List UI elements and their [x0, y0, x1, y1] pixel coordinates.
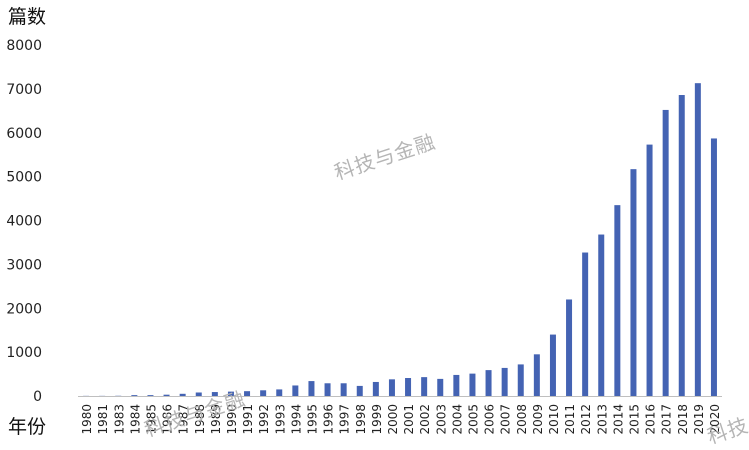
bar-1993 — [276, 389, 283, 396]
x-tick-label: 1986 — [161, 404, 175, 435]
bar-2016 — [646, 144, 653, 396]
bar-1995 — [308, 381, 315, 396]
bar-2000 — [388, 379, 395, 396]
x-tick-label: 2019 — [692, 404, 706, 435]
bar-1997 — [340, 383, 347, 396]
x-tick-label: 2012 — [579, 404, 593, 435]
y-axis-title: 篇数 — [8, 6, 47, 28]
x-tick-label: 2011 — [563, 404, 577, 435]
x-tick-label: 1997 — [338, 404, 352, 435]
bar-2006 — [485, 370, 492, 396]
x-tick-label: 2016 — [644, 404, 658, 435]
bar-2011 — [566, 299, 573, 396]
bar-2019 — [694, 83, 701, 396]
x-tick-label: 1983 — [112, 404, 126, 435]
bar-1998 — [356, 385, 363, 396]
y-tick-label: 4000 — [6, 214, 42, 230]
bar-1999 — [372, 381, 379, 396]
x-tick-label: 2010 — [547, 404, 561, 435]
x-tick-label: 2017 — [660, 404, 674, 435]
x-tick-label: 2007 — [499, 404, 513, 435]
x-tick-label: 2014 — [611, 404, 625, 435]
bar-2020 — [710, 138, 717, 397]
x-tick-label: 1996 — [322, 404, 336, 435]
x-tick-label: 1990 — [225, 404, 239, 435]
x-tick-label: 2000 — [386, 404, 400, 435]
x-tick-label: 1984 — [128, 404, 142, 435]
x-tick-label: 1991 — [241, 404, 255, 435]
bar-1985 — [147, 395, 154, 396]
x-tick-label: 2004 — [450, 404, 464, 435]
bar-2010 — [549, 334, 556, 396]
bar-2004 — [453, 374, 460, 396]
x-tick-label: 1980 — [80, 404, 94, 435]
x-tick-label: 2006 — [483, 404, 497, 435]
x-tick-label: 2008 — [515, 404, 529, 435]
bar-1986 — [163, 394, 170, 396]
y-tick-label: 2000 — [6, 301, 42, 317]
x-tick-label: 2015 — [627, 404, 641, 435]
bar-1984 — [131, 395, 138, 396]
bar-2014 — [614, 205, 621, 396]
bar-2013 — [598, 234, 605, 396]
x-tick-label: 2018 — [676, 404, 690, 435]
bar-2008 — [517, 364, 524, 396]
bar-1989 — [211, 392, 218, 396]
bar-2007 — [501, 367, 508, 396]
bar-2018 — [678, 95, 685, 396]
x-tick-label: 2001 — [402, 404, 416, 435]
bar-2003 — [437, 378, 444, 396]
y-tick-label: 7000 — [6, 82, 42, 98]
bar-1988 — [195, 392, 202, 396]
bar-2012 — [582, 252, 589, 396]
bar-2005 — [469, 373, 476, 396]
bar-1996 — [324, 383, 331, 396]
bar-1990 — [227, 391, 234, 396]
x-tick-label: 1998 — [354, 404, 368, 435]
bar-1987 — [179, 393, 186, 396]
y-tick-label: 0 — [33, 389, 42, 405]
x-tick-label: 1988 — [193, 404, 207, 435]
bar-1994 — [292, 385, 299, 396]
x-tick-label: 1999 — [370, 404, 384, 435]
x-tick-label: 1993 — [273, 404, 287, 435]
x-tick-label: 2005 — [466, 404, 480, 435]
bar-2017 — [662, 109, 669, 396]
x-tick-label: 1981 — [96, 404, 110, 435]
y-tick-label: 5000 — [6, 170, 42, 186]
x-tick-label: 1995 — [305, 404, 319, 435]
x-tick-label: 2002 — [418, 404, 432, 435]
bar-2015 — [630, 169, 637, 396]
bar-2001 — [405, 378, 412, 396]
y-tick-label: 1000 — [6, 345, 42, 361]
x-axis-title: 年份 — [8, 416, 47, 438]
x-tick-label: 1994 — [289, 404, 303, 435]
y-tick-label: 3000 — [6, 257, 42, 273]
x-tick-label: 1987 — [177, 404, 191, 435]
bar-2002 — [421, 377, 428, 396]
x-tick-label: 1989 — [209, 404, 223, 435]
x-tick-label: 2009 — [531, 404, 545, 435]
x-tick-label: 1985 — [144, 404, 158, 435]
y-tick-label: 6000 — [6, 126, 42, 142]
bar-1991 — [244, 391, 251, 396]
x-tick-label: 1992 — [257, 404, 271, 435]
x-tick-label: 2020 — [708, 404, 722, 435]
bar-2009 — [533, 354, 540, 396]
bar-1992 — [260, 390, 267, 396]
x-tick-label: 2003 — [434, 404, 448, 435]
y-tick-label: 8000 — [6, 38, 42, 54]
x-tick-label: 2013 — [595, 404, 609, 435]
